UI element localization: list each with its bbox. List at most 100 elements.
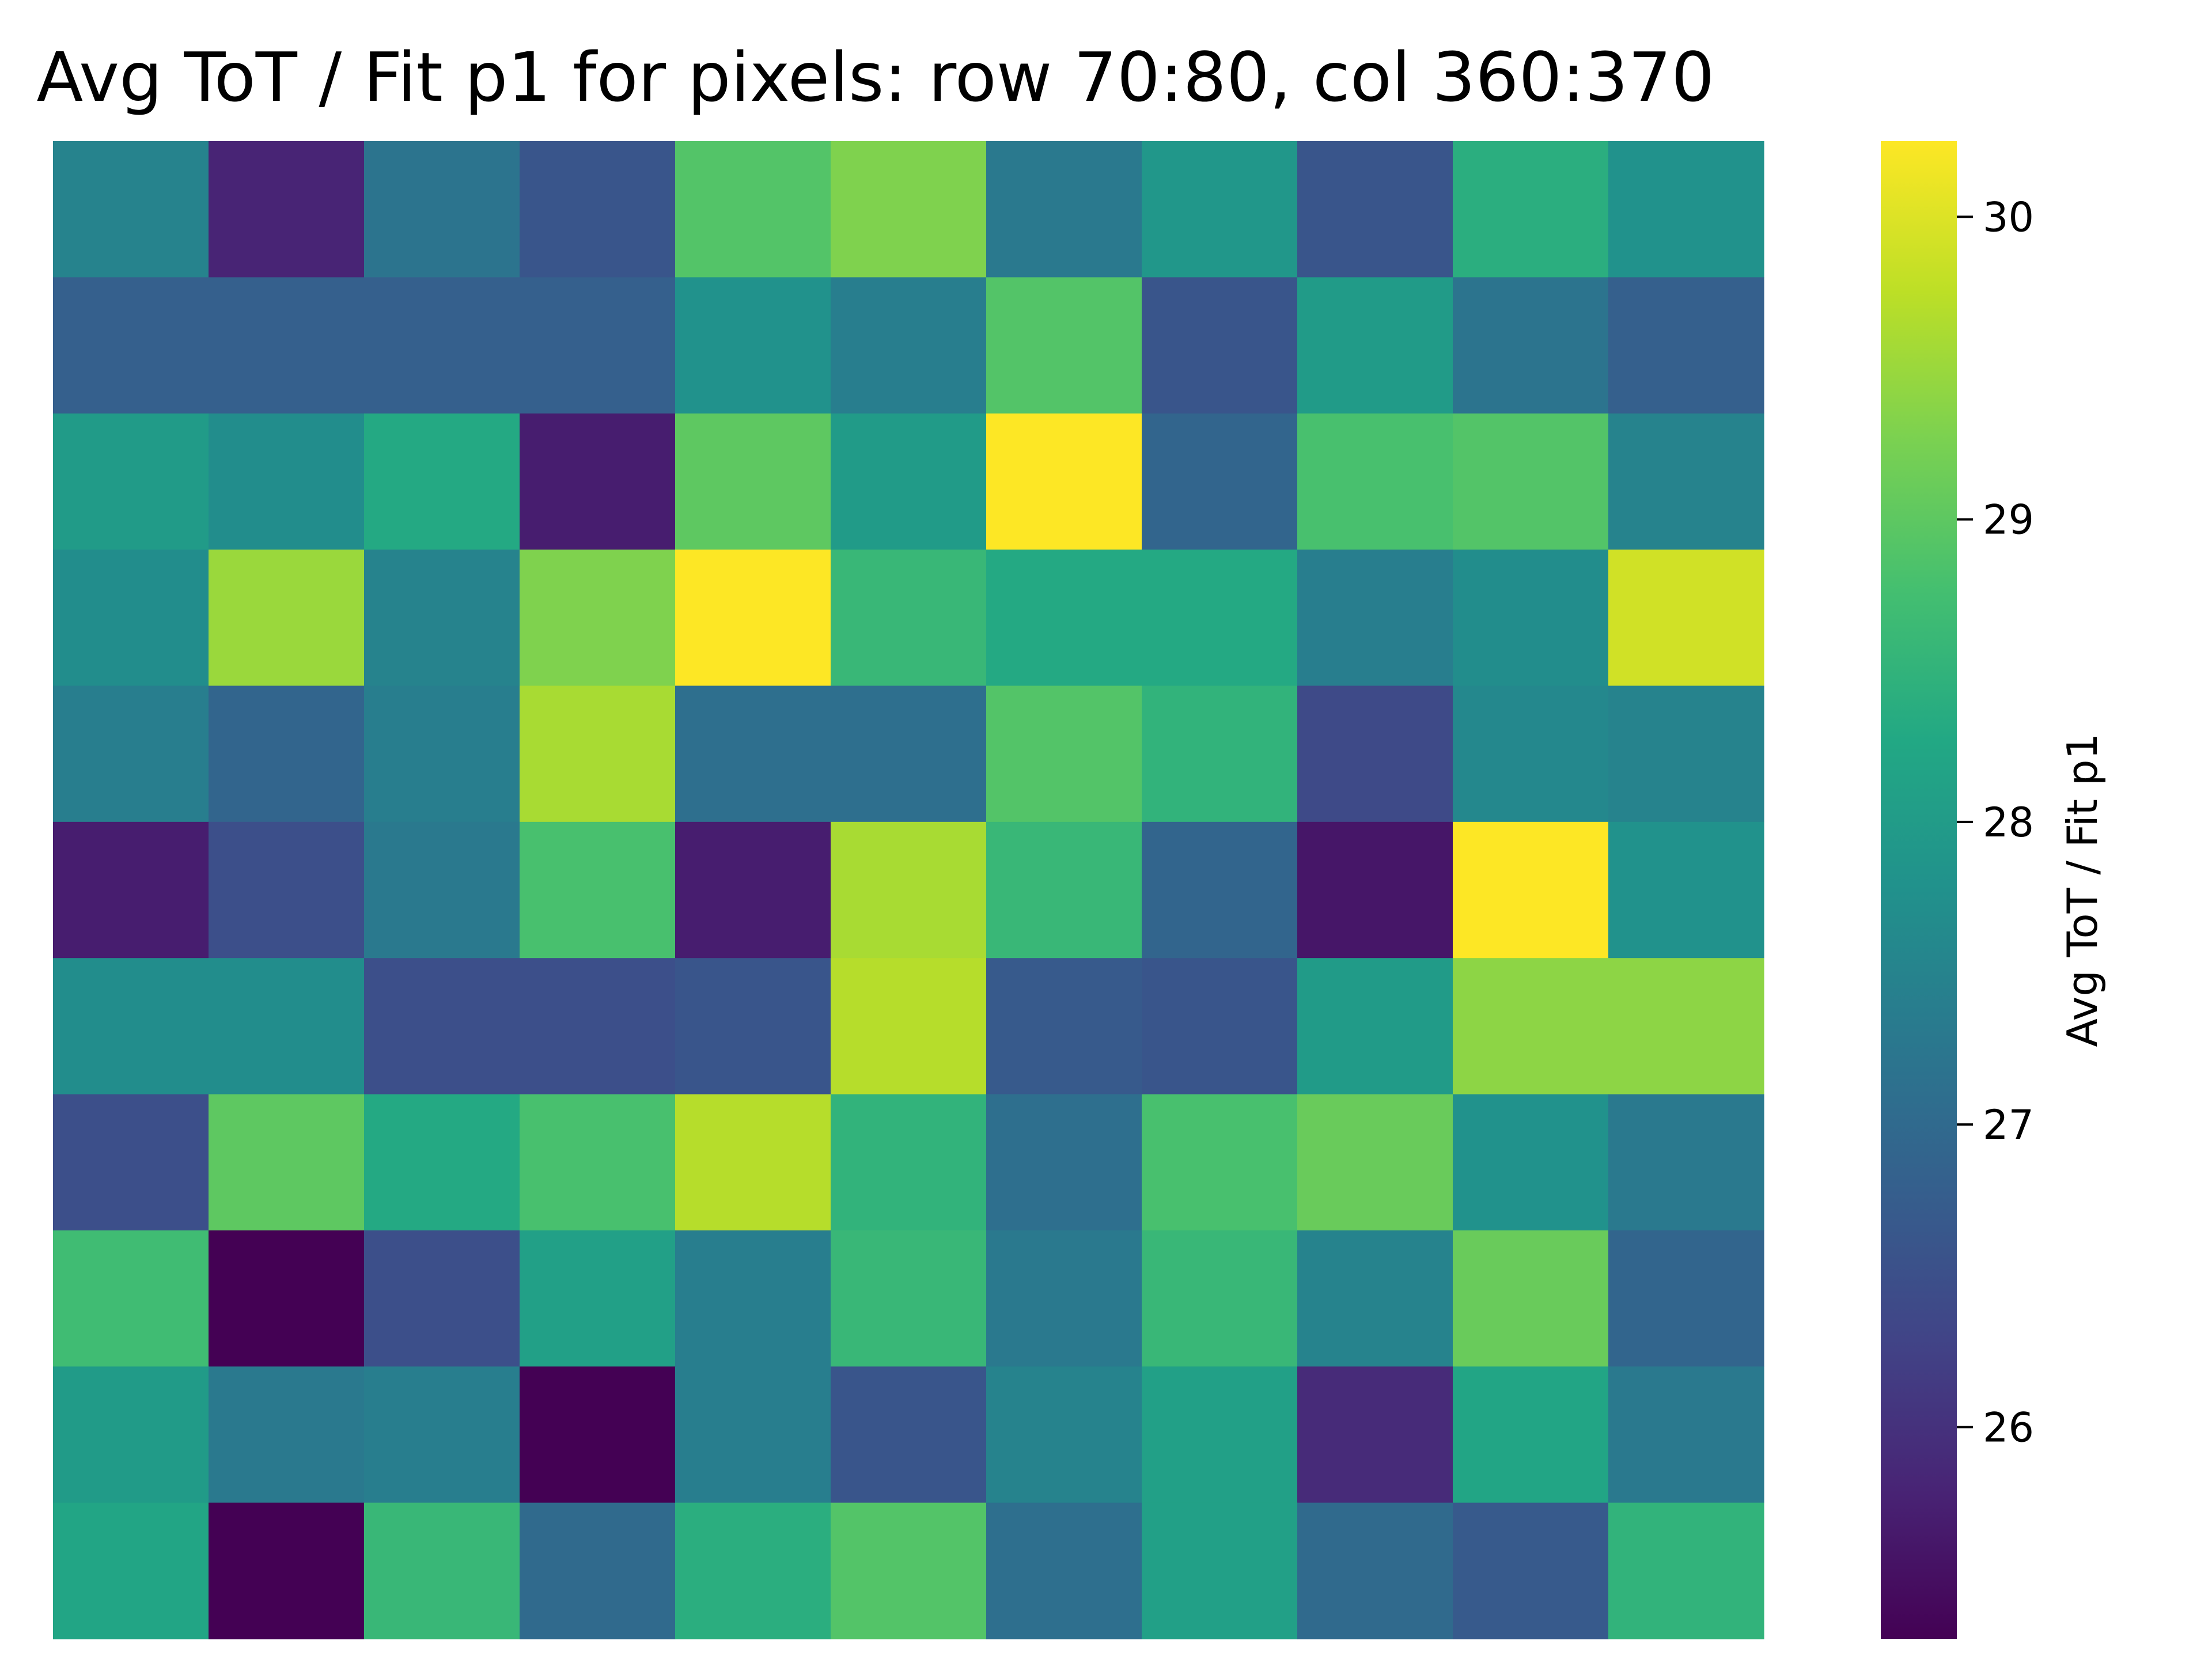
heatmap-cell — [986, 277, 1142, 414]
heatmap-cell — [1297, 550, 1453, 687]
heatmap-cell — [1608, 141, 1764, 278]
heatmap-cell — [1142, 1502, 1298, 1639]
heatmap-cell — [675, 1230, 831, 1367]
heatmap-cell — [986, 685, 1142, 823]
heatmap-cell — [53, 685, 209, 823]
heatmap-cell — [675, 1502, 831, 1639]
heatmap-cell — [1608, 1366, 1764, 1503]
heatmap-cell — [675, 685, 831, 823]
heatmap-cell — [831, 1230, 987, 1367]
heatmap-cell — [831, 1366, 987, 1503]
colorbar-tick-label: 26 — [1983, 1404, 2034, 1451]
heatmap-grid — [53, 141, 1764, 1639]
heatmap-cell — [675, 550, 831, 687]
heatmap-cell — [364, 821, 520, 959]
heatmap-cell — [520, 1366, 676, 1503]
heatmap-cell — [675, 958, 831, 1095]
heatmap-cell — [1453, 413, 1609, 550]
heatmap-cell — [364, 685, 520, 823]
heatmap-cell — [520, 277, 676, 414]
heatmap-cell — [364, 1230, 520, 1367]
heatmap-cell — [209, 1502, 365, 1639]
heatmap-cell — [53, 1230, 209, 1367]
heatmap-cell — [1142, 1094, 1298, 1231]
heatmap-cell — [1142, 550, 1298, 687]
heatmap-cell — [209, 958, 365, 1095]
heatmap-cell — [831, 958, 987, 1095]
heatmap-cell — [1297, 277, 1453, 414]
colorbar-tick-label: 27 — [1983, 1101, 2034, 1149]
heatmap-cell — [1142, 958, 1298, 1095]
heatmap-cell — [986, 958, 1142, 1095]
heatmap-cell — [1297, 958, 1453, 1095]
heatmap-cell — [1142, 413, 1298, 550]
heatmap-cell — [831, 141, 987, 278]
heatmap-cell — [53, 821, 209, 959]
heatmap-cell — [1608, 1094, 1764, 1231]
heatmap-cell — [1608, 1230, 1764, 1367]
heatmap-cell — [1453, 277, 1609, 414]
heatmap-cell — [1297, 821, 1453, 959]
heatmap-cell — [986, 141, 1142, 278]
heatmap-cell — [986, 550, 1142, 687]
heatmap-cell — [1142, 685, 1298, 823]
heatmap-cell — [1608, 550, 1764, 687]
heatmap-cell — [831, 821, 987, 959]
colorbar-tick-label: 29 — [1983, 497, 2034, 544]
heatmap-cell — [209, 550, 365, 687]
heatmap-cell — [1297, 1094, 1453, 1231]
heatmap-cell — [364, 141, 520, 278]
heatmap-cell — [831, 1094, 987, 1231]
heatmap-cell — [364, 958, 520, 1095]
heatmap-cell — [675, 413, 831, 550]
heatmap-cell — [1453, 1230, 1609, 1367]
heatmap-cell — [1453, 1502, 1609, 1639]
colorbar-tick-label: 30 — [1983, 194, 2034, 241]
heatmap-cell — [831, 413, 987, 550]
heatmap-cell — [1608, 685, 1764, 823]
heatmap-cell — [1453, 550, 1609, 687]
heatmap-cell — [1142, 1366, 1298, 1503]
heatmap-cell — [520, 550, 676, 687]
heatmap-cell — [675, 141, 831, 278]
heatmap-cell — [675, 1366, 831, 1503]
heatmap-cell — [831, 1502, 987, 1639]
colorbar-ticks: 26 27 28 29 30 — [1957, 194, 2034, 1451]
heatmap-cell — [1142, 821, 1298, 959]
heatmap-cell — [53, 1502, 209, 1639]
heatmap-cell — [831, 277, 987, 414]
heatmap-cell — [364, 550, 520, 687]
heatmap-cell — [1608, 277, 1764, 414]
heatmap-cell — [675, 1094, 831, 1231]
heatmap-cell — [209, 685, 365, 823]
heatmap-cell — [675, 821, 831, 959]
colorbar — [1881, 141, 1957, 1639]
heatmap-cell — [209, 141, 365, 278]
heatmap-cell — [986, 1094, 1142, 1231]
heatmap-cell — [520, 821, 676, 959]
heatmap-cell — [520, 958, 676, 1095]
heatmap-cell — [831, 550, 987, 687]
heatmap-cell — [53, 141, 209, 278]
heatmap-cell — [209, 1094, 365, 1231]
heatmap-cell — [1297, 1366, 1453, 1503]
colorbar-label: Avg ToT / Fit p1 — [2058, 733, 2107, 1047]
heatmap-cell — [53, 277, 209, 414]
heatmap-cell — [209, 1230, 365, 1367]
heatmap-cell — [1453, 821, 1609, 959]
heatmap-cell — [1453, 1094, 1609, 1231]
heatmap-cell — [53, 1366, 209, 1503]
heatmap-cell — [1297, 413, 1453, 550]
heatmap-cell — [1608, 1502, 1764, 1639]
heatmap-cell — [520, 1502, 676, 1639]
colorbar-tick-label: 28 — [1983, 799, 2034, 846]
heatmap-cell — [1297, 685, 1453, 823]
heatmap-cell — [1608, 413, 1764, 550]
heatmap-cell — [364, 1366, 520, 1503]
heatmap-cell — [364, 1502, 520, 1639]
chart-title: Avg ToT / Fit p1 for pixels: row 70:80, … — [36, 37, 1714, 117]
heatmap-cell — [520, 685, 676, 823]
heatmap-cell — [831, 685, 987, 823]
heatmap-cell — [364, 1094, 520, 1231]
